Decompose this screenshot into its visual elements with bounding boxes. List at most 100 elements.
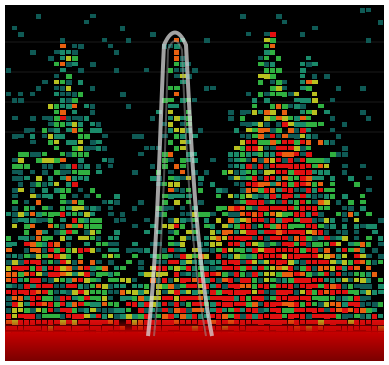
echo-cell xyxy=(252,278,257,283)
echo-cell xyxy=(324,218,329,223)
echo-cell xyxy=(114,242,119,246)
echo-cell xyxy=(318,206,323,210)
echo-cell xyxy=(246,140,251,144)
echo-cell xyxy=(24,224,30,229)
echo-cell xyxy=(66,302,72,307)
echo-cell xyxy=(324,206,330,210)
echo-cell xyxy=(330,284,336,289)
echo-cell xyxy=(318,212,324,217)
echo-cell xyxy=(354,296,360,301)
echo-cell xyxy=(312,236,318,241)
echo-cell xyxy=(180,212,185,216)
echo-cell xyxy=(294,236,299,241)
echo-cell xyxy=(90,86,95,91)
echo-cell xyxy=(294,212,299,217)
echo-cell xyxy=(276,80,282,85)
echo-cell xyxy=(294,140,300,145)
echo-cell xyxy=(270,242,276,246)
echo-cell xyxy=(264,206,269,211)
echo-cell xyxy=(288,248,293,252)
echo-cell xyxy=(18,134,24,138)
echo-cell xyxy=(180,236,186,241)
seabed-return xyxy=(5,318,384,361)
echo-cell xyxy=(42,296,48,301)
echo-cell xyxy=(168,230,174,234)
echo-cell xyxy=(336,260,342,264)
echo-cell xyxy=(300,248,306,253)
echo-cell xyxy=(66,260,71,264)
echo-cell xyxy=(48,308,53,312)
echo-cell xyxy=(288,260,294,265)
echo-cell xyxy=(18,158,24,163)
echo-cell xyxy=(366,224,372,229)
echo-cell xyxy=(78,158,84,163)
echo-cell xyxy=(18,218,24,222)
echo-cell xyxy=(342,254,347,258)
echo-cell xyxy=(30,212,35,216)
echo-cell xyxy=(54,188,60,193)
echo-cell xyxy=(24,296,30,300)
echo-cell xyxy=(264,188,269,193)
echo-cell xyxy=(150,146,155,150)
echo-cell xyxy=(180,302,185,306)
echo-cell xyxy=(306,56,311,60)
echo-cell xyxy=(294,122,300,127)
echo-cell xyxy=(330,218,335,223)
echo-cell xyxy=(300,206,305,211)
echo-cell xyxy=(306,266,311,271)
echo-cell xyxy=(300,254,306,258)
echo-cell xyxy=(366,254,372,258)
echo-cell xyxy=(288,92,294,96)
echo-cell xyxy=(294,290,299,295)
echo-cell xyxy=(252,248,258,253)
echo-cell xyxy=(60,62,65,66)
echo-cell xyxy=(354,218,359,222)
echo-cell xyxy=(96,296,101,301)
echo-cell xyxy=(168,176,174,180)
echo-cell xyxy=(372,272,377,277)
echo-cell xyxy=(342,260,347,265)
echo-cell xyxy=(234,182,239,186)
echo-cell xyxy=(300,122,306,127)
echo-cell xyxy=(264,260,269,264)
echo-cell xyxy=(96,170,102,174)
echo-cell xyxy=(300,308,305,312)
echo-cell xyxy=(12,224,17,228)
echo-cell xyxy=(264,218,269,223)
echo-cell xyxy=(306,254,311,258)
echo-cell xyxy=(246,188,251,193)
echo-cell xyxy=(306,224,311,228)
echo-cell xyxy=(366,260,371,265)
echo-cell xyxy=(294,164,299,169)
echo-cell xyxy=(354,278,359,282)
echo-cell xyxy=(54,314,60,318)
echo-cell xyxy=(84,206,89,210)
echo-cell xyxy=(276,308,281,313)
echo-cell xyxy=(336,236,342,240)
echo-cell xyxy=(12,158,18,162)
echo-cell xyxy=(294,272,300,276)
echo-cell xyxy=(48,116,53,121)
echo-cell xyxy=(264,200,270,204)
echo-cell xyxy=(282,110,287,115)
echo-cell xyxy=(174,296,179,301)
echo-cell xyxy=(174,194,180,198)
echo-cell xyxy=(120,296,126,301)
echo-cell xyxy=(96,218,102,223)
echo-cell xyxy=(42,260,47,264)
echo-cell xyxy=(240,272,245,277)
echo-cell xyxy=(144,296,150,301)
echo-cell xyxy=(258,218,264,222)
echo-cell xyxy=(54,266,60,271)
echo-cell xyxy=(18,212,24,217)
echo-cell xyxy=(186,296,192,300)
echo-cell xyxy=(276,86,282,91)
echo-cell xyxy=(60,50,65,55)
echo-cell xyxy=(354,182,360,187)
echo-cell xyxy=(288,122,294,126)
echo-cell xyxy=(246,224,251,229)
echo-cell xyxy=(300,134,305,138)
echo-cell xyxy=(282,134,288,138)
echo-cell xyxy=(114,290,119,294)
echo-cell xyxy=(312,218,317,223)
